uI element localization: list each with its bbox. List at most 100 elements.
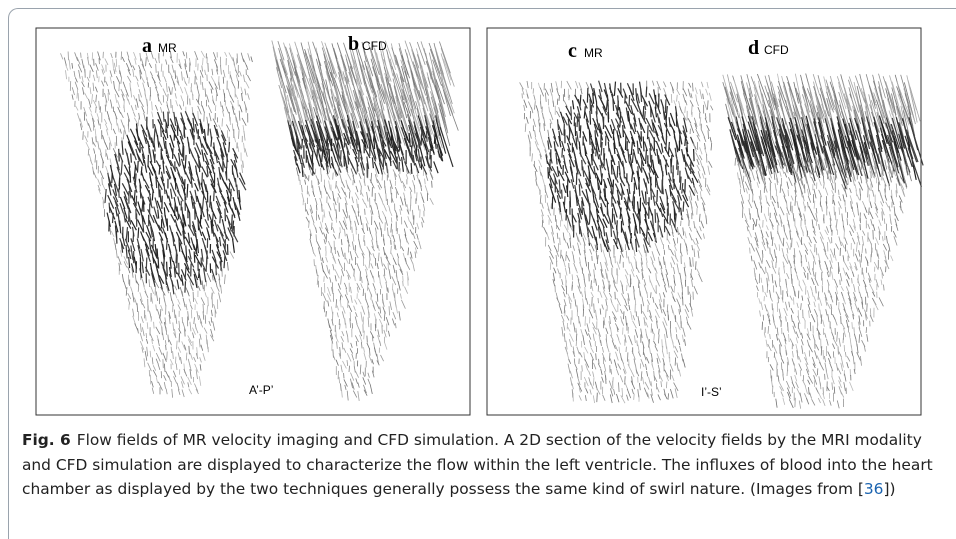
flow-vector [589, 131, 590, 145]
flow-vector [604, 153, 605, 166]
flow-vector [557, 99, 558, 105]
flow-vector [208, 124, 209, 136]
flow-vector [208, 297, 209, 306]
flow-vector [643, 106, 644, 118]
flow-vector [90, 70, 91, 78]
flow-vector [147, 107, 148, 115]
flow-vector [129, 208, 130, 222]
flow-vector [140, 275, 141, 281]
flow-vector [100, 106, 101, 112]
flow-vector [848, 326, 849, 333]
flow-vector [166, 123, 167, 133]
flow-vector [108, 93, 109, 101]
flow-vector [611, 160, 612, 175]
flow-vector [227, 154, 228, 169]
flow-vector [229, 183, 230, 193]
flow-vector [411, 163, 412, 174]
flow-vector [204, 112, 205, 121]
flow-vector [206, 257, 207, 272]
flow-vector [622, 190, 623, 200]
flow-vector [158, 257, 159, 268]
flow-vector [852, 322, 853, 329]
flow-vector [611, 227, 612, 237]
flow-vector [167, 352, 168, 361]
flow-vector [337, 137, 338, 149]
flow-vector [302, 139, 303, 148]
flow-vector [177, 125, 178, 136]
flow-vector [154, 322, 155, 329]
flow-vector [624, 311, 625, 319]
flow-vector [651, 185, 652, 199]
flow-vector [763, 285, 764, 292]
flow-vector [138, 286, 139, 292]
flow-vector [646, 87, 647, 98]
flow-vector [896, 190, 897, 197]
flow-vector [403, 281, 404, 286]
flow-vector [390, 157, 391, 166]
flow-vector [788, 327, 789, 333]
flow-vector [348, 337, 349, 342]
flow-vector [239, 131, 240, 139]
flow-vector [591, 154, 592, 165]
flow-vector [666, 382, 667, 389]
flow-vector [166, 345, 167, 350]
flow-vector [646, 192, 647, 206]
flow-vector [568, 220, 569, 230]
flow-vector [205, 315, 206, 324]
flow-vector [646, 150, 647, 164]
flow-vector [317, 149, 318, 159]
flow-vector [576, 137, 577, 148]
flow-vector [340, 324, 341, 330]
flow-vector [179, 237, 180, 252]
flow-vector [787, 370, 788, 377]
flow-vector [870, 165, 871, 173]
flow-vector [778, 202, 779, 208]
flow-vector [834, 207, 835, 216]
flow-vector [183, 143, 184, 156]
flow-vector [83, 131, 84, 140]
flow-vector [759, 160, 760, 166]
flow-vector [194, 252, 195, 263]
flow-vector [866, 327, 867, 333]
flow-vector [206, 281, 207, 287]
flow-vector [678, 166, 679, 175]
flow-vector [121, 52, 122, 60]
flow-vector [613, 99, 614, 111]
flow-vector [562, 190, 563, 199]
flow-vector [315, 169, 316, 175]
flow-vector [222, 118, 223, 126]
flow-vector [777, 362, 778, 369]
flow-vector [585, 316, 586, 326]
flow-vector [414, 185, 415, 194]
flow-vector [385, 222, 386, 231]
flow-vector [671, 159, 672, 174]
figure: a MR b CFD c MR d CFD A’-P’ I’-S’ [0, 0, 956, 425]
flow-vector [155, 154, 156, 163]
flow-vector [113, 213, 114, 223]
flow-vector [171, 347, 172, 353]
flow-vector [574, 358, 575, 363]
flow-vector [562, 148, 563, 158]
flow-vector [657, 190, 658, 202]
flow-vector [613, 180, 614, 195]
flow-vector [869, 208, 870, 215]
flow-vector [542, 220, 543, 227]
flow-vector [824, 218, 825, 223]
flow-vector [430, 149, 431, 159]
flow-vector [749, 208, 750, 214]
flow-vector [214, 191, 215, 202]
flow-vector [400, 168, 401, 174]
flow-vector [552, 197, 553, 210]
flow-vector [391, 187, 392, 195]
flow-vector [598, 298, 599, 303]
flow-vector [174, 131, 175, 140]
flow-vector [164, 207, 165, 216]
flow-vector [634, 394, 635, 400]
flow-vector [576, 334, 577, 341]
flow-vector [608, 112, 609, 123]
flow-vector [326, 311, 327, 317]
flow-vector [189, 77, 190, 83]
flow-vector [146, 315, 147, 321]
flow-vector [810, 322, 811, 331]
flow-vector [694, 149, 695, 161]
